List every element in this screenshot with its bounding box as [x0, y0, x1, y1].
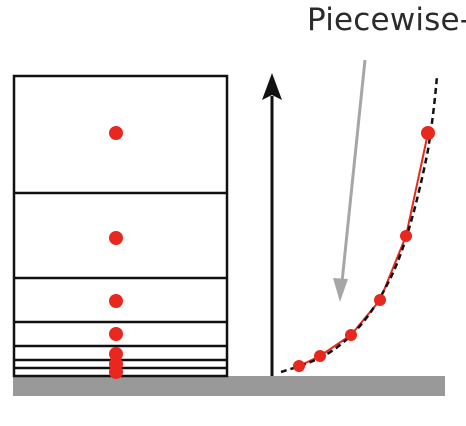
- layer-point: [109, 294, 123, 308]
- curve-point: [374, 294, 386, 306]
- piecewise-segments: [298, 132, 429, 367]
- layer-point: [109, 327, 123, 341]
- layer-point: [109, 365, 123, 379]
- curve-point: [421, 126, 435, 140]
- pointer-shaft: [340, 59, 367, 283]
- layer-point: [109, 231, 123, 245]
- caption-label: Piecewise-: [307, 2, 466, 38]
- axis-arrowhead: [262, 73, 282, 100]
- curve-point: [314, 350, 326, 362]
- vertical-axis-arrow: [262, 73, 282, 376]
- layer-point: [109, 347, 123, 361]
- curve-point: [400, 230, 412, 242]
- caption-pointer-arrow: [333, 59, 367, 302]
- curve-point: [293, 360, 305, 372]
- layer-point: [109, 126, 123, 140]
- curve-point: [345, 329, 357, 341]
- pointer-arrowhead: [333, 278, 348, 302]
- curve-points: [293, 126, 435, 372]
- ground-strip: [13, 376, 445, 396]
- layer-points: [109, 126, 123, 379]
